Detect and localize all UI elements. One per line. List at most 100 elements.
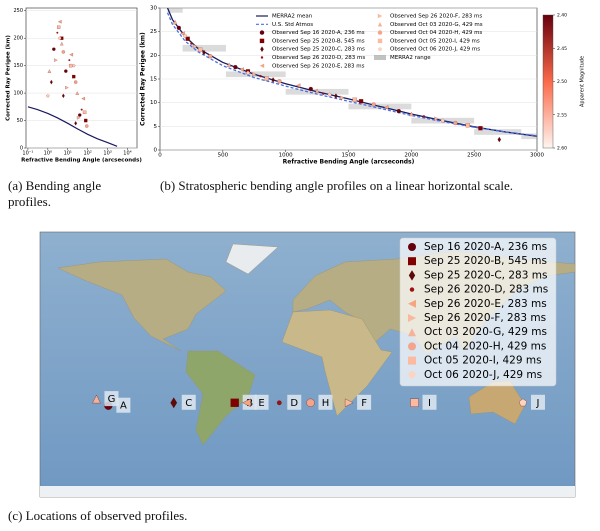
map-marker (230, 398, 239, 407)
plot-content (27, 19, 118, 147)
colorbar-tick-label: 2.45 (557, 46, 567, 52)
data-point (46, 94, 50, 98)
x-tick-label: 500 (218, 153, 229, 159)
legend-swatch (377, 13, 383, 19)
data-point (383, 105, 389, 110)
x-axis-label: Refractive Bending Angle (arcseconds) (283, 159, 415, 166)
data-point (68, 59, 71, 62)
y-tick-label: 200 (13, 36, 23, 42)
x-tick-label: 10⁴ (123, 151, 131, 157)
data-point (60, 41, 64, 46)
data-point (69, 52, 73, 57)
data-point (58, 36, 62, 40)
range-band (521, 133, 537, 140)
data-point (61, 50, 66, 54)
world-map (39, 231, 576, 498)
range-band (167, 8, 183, 13)
legend-label: Observed Sep 26 2020-D, 283 ms (272, 55, 365, 61)
legend-swatch (260, 56, 264, 59)
x-tick-label: 2500 (467, 153, 481, 159)
data-point (78, 113, 82, 117)
data-point (75, 91, 80, 95)
legend-swatch (377, 22, 383, 27)
legend-swatch (259, 63, 265, 68)
data-point (497, 136, 502, 143)
legend-swatch (377, 47, 383, 51)
y-tick-label: 0 (154, 148, 158, 154)
data-point (371, 102, 376, 107)
data-point (85, 124, 89, 128)
map-legend-label: Oct 06 2020-J, 429 ms (424, 369, 542, 381)
caption-c: (c) Locations of observed profiles. (8, 508, 188, 523)
legend-swatch (377, 30, 383, 35)
x-tick-label: 10⁻¹ (22, 151, 33, 157)
x-tick-label: 1000 (279, 153, 293, 159)
data-point (180, 31, 185, 36)
map-marker (276, 400, 282, 406)
data-point (314, 88, 320, 93)
map-label-box (254, 394, 269, 410)
map-legend-label: Sep 25 2020-B, 545 ms (424, 255, 547, 267)
colorbar-title: Apparent Magnitude (580, 56, 586, 107)
y-tick-label: 0 (20, 146, 23, 152)
map-label-box (116, 397, 131, 413)
map-label: H (322, 398, 330, 409)
data-point (271, 77, 275, 83)
data-point (352, 97, 357, 102)
legend-label: Observed Sep 26 2020-F, 283 ms (390, 14, 482, 20)
map-legend-box (399, 237, 557, 387)
caption-a: (a) Bending angle profiles. (8, 178, 102, 209)
legend-label: Observed Oct 05 2020-I, 429 ms (390, 38, 480, 44)
map-legend-swatch (408, 299, 416, 308)
map-marker (92, 394, 101, 404)
map-legend-swatch (408, 328, 416, 337)
map-label-box (104, 391, 119, 407)
legend-swatch (374, 55, 386, 60)
map-label-box (181, 394, 196, 410)
data-point (453, 120, 458, 126)
data-point (193, 44, 198, 49)
map-label: F (361, 398, 367, 409)
map-label-box (318, 394, 333, 410)
x-tick-label: 10¹ (64, 151, 72, 157)
legend-label: MERRA2 mean (272, 14, 313, 20)
x-tick-label: 10³ (103, 151, 111, 157)
data-point (81, 96, 85, 101)
africa (281, 309, 393, 417)
data-point (233, 65, 238, 70)
data-point (56, 25, 61, 29)
map-legend-swatch (408, 342, 416, 351)
map-legend-label: Sep 25 2020-C, 283 ms (424, 269, 547, 281)
data-point (68, 63, 73, 68)
y-tick-label: 20 (150, 53, 157, 59)
map-legend-swatch (408, 370, 416, 379)
data-point (322, 92, 325, 95)
y-tick-label: 30 (150, 6, 157, 12)
colorbar-tick-label: 2.60 (557, 146, 567, 152)
legend-swatch (377, 38, 383, 44)
map-marker (410, 398, 419, 407)
data-point (172, 19, 178, 25)
map-legend-swatch (409, 287, 415, 292)
map-legend-label: Sep 26 2020-D, 283 ms (424, 284, 548, 296)
map-label-box (357, 394, 372, 410)
data-point (56, 31, 59, 34)
y-tick-label: 15 (150, 77, 157, 83)
map-label: D (290, 398, 298, 409)
y-axis-label: Corrected Ray Perigee (km) (6, 35, 12, 121)
y-tick-label: 250 (13, 8, 23, 14)
map-label: A (120, 401, 127, 412)
y-tick-label: 5 (154, 124, 158, 130)
map-legend-swatch (408, 257, 416, 266)
data-point (277, 79, 282, 84)
map-label: G (108, 394, 116, 405)
x-axis-label: Refractive Bending Angle (arcseconds) (21, 158, 142, 164)
data-point (183, 33, 188, 38)
map-legend-label: Sep 26 2020-F, 283 ms (424, 312, 546, 324)
x-tick-label: 10⁰ (44, 151, 52, 157)
data-point (84, 118, 88, 123)
map-legend-swatch (408, 356, 416, 365)
legend-label: Observed Sep 26 2020-E, 283 ms (272, 63, 365, 69)
